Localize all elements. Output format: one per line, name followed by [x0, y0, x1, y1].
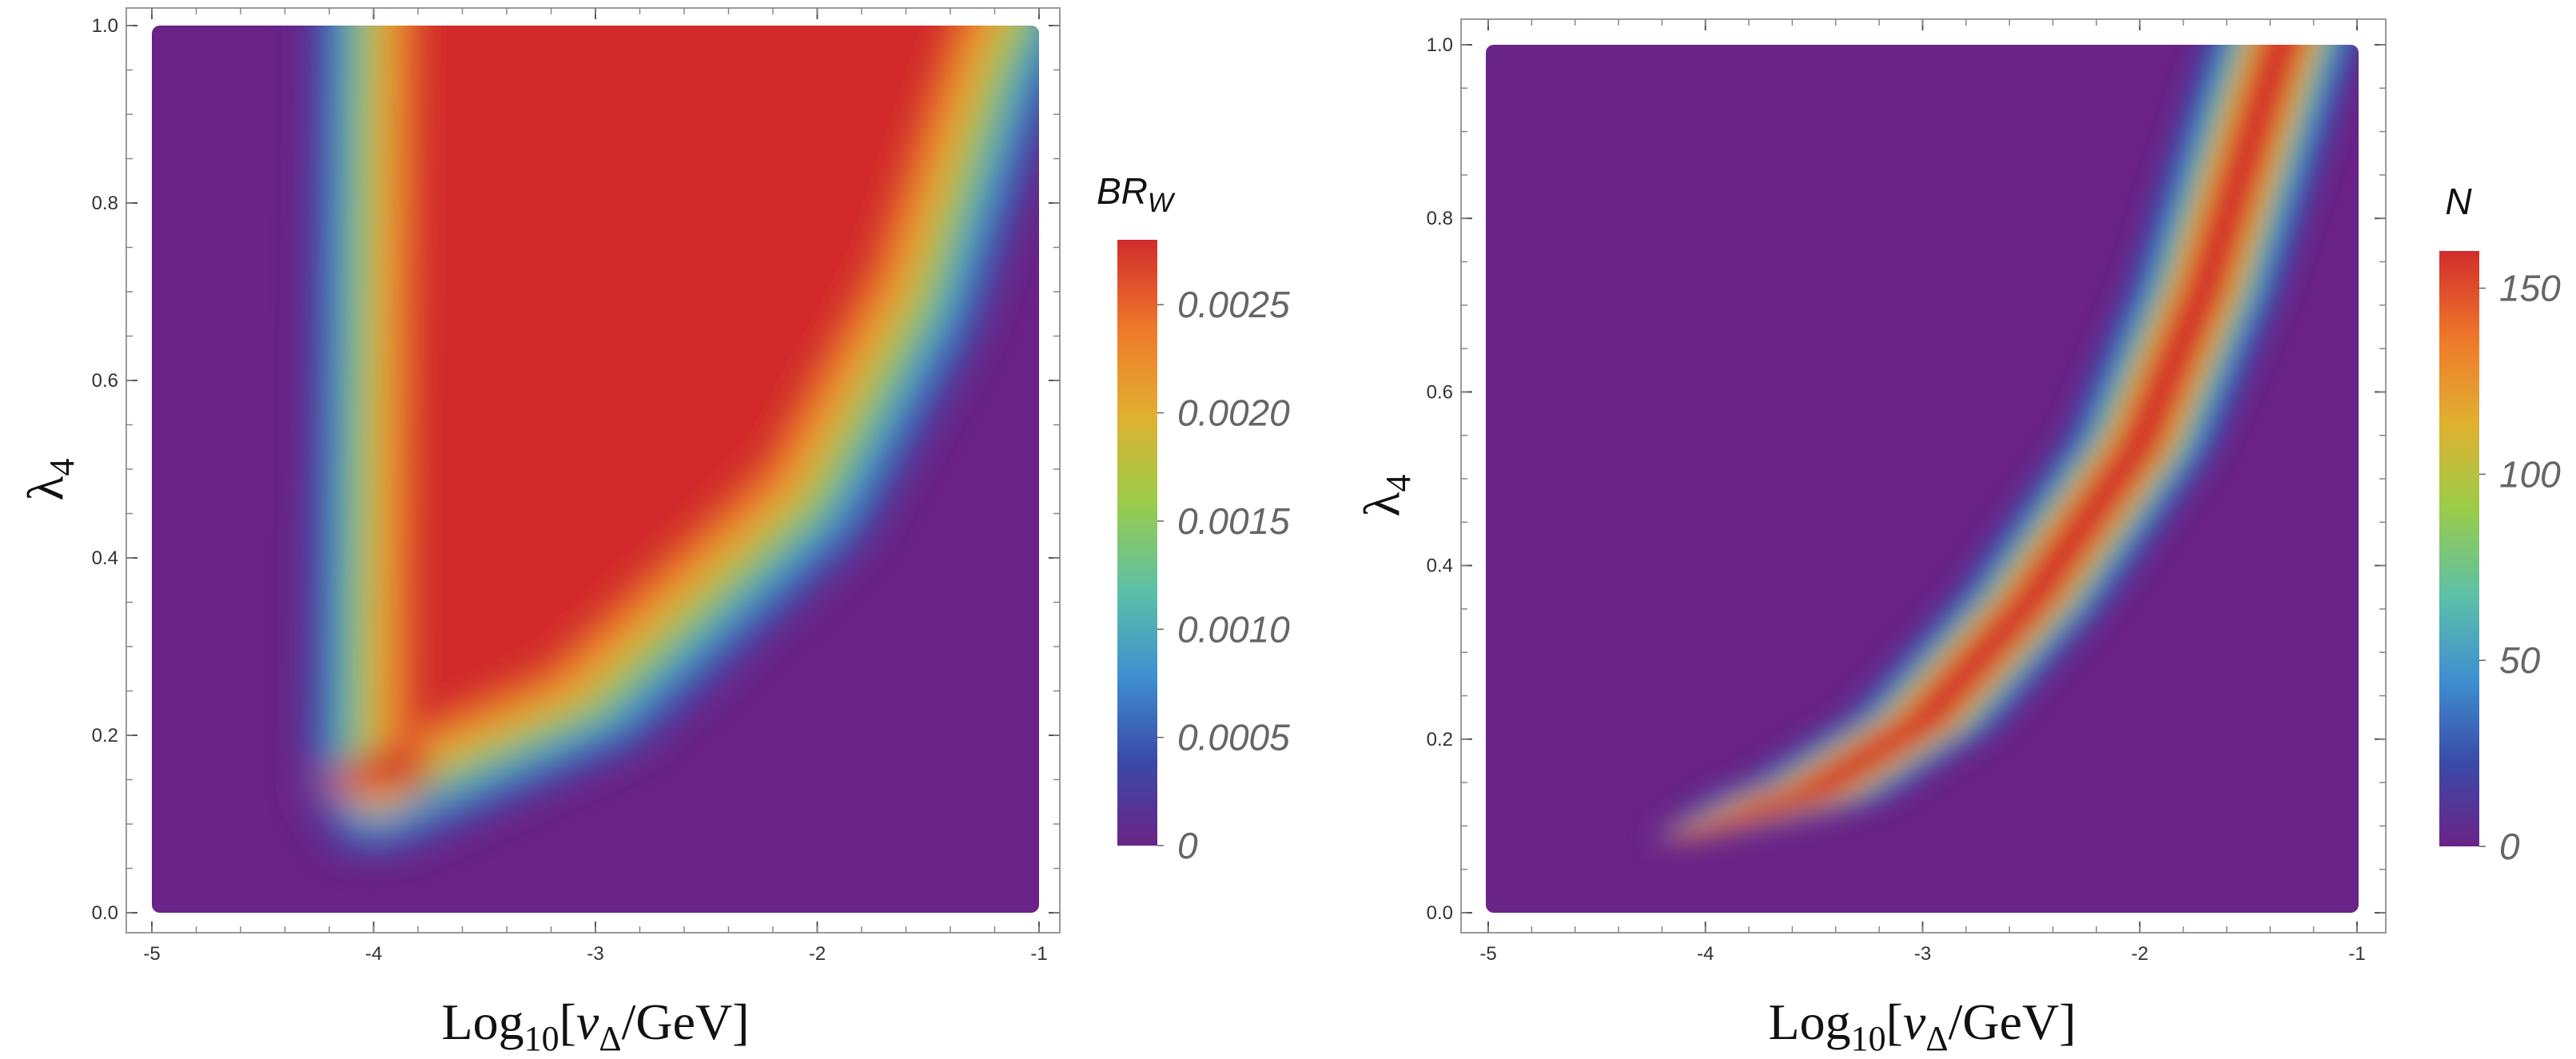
right-x-tick-label: -3: [1914, 943, 1931, 965]
left-colorbar-tick-label: 0.0010: [1177, 608, 1290, 650]
left-y-tick-label: 1.0: [92, 15, 118, 37]
right-x-axis-title: Log10[vΔ/GeV]: [1768, 993, 2076, 1058]
right-band-cyan: [1652, 45, 2359, 841]
right-y-tick-label: 0.2: [1427, 729, 1453, 750]
right-y-tick-label: 0.4: [1427, 555, 1453, 577]
left-heatmap: [152, 26, 1039, 913]
left-axis-ticks: [126, 8, 1060, 933]
left-x-tick-label: -4: [365, 943, 382, 965]
right-colorbar-title: N: [2445, 181, 2472, 222]
right-colorbar-tick-label: 150: [2499, 268, 2561, 309]
left-colorbar-tick-label: 0.0020: [1177, 392, 1290, 434]
right-colorbar: [2439, 251, 2479, 846]
left-x-tick-label: -3: [587, 943, 603, 965]
left-colorbar-tick-label: 0.0005: [1177, 717, 1290, 758]
right-y-tick-label: 0.0: [1427, 902, 1453, 924]
right-colorbar-tick-label: 100: [2499, 453, 2561, 495]
right-colorbar-tick-label: 50: [2499, 639, 2541, 681]
right-band-red: [1666, 45, 2321, 841]
left-colorbar-tick-label: 0.0025: [1177, 284, 1290, 325]
right-y-tick-label: 0.8: [1427, 208, 1453, 229]
left-x-tick-label: -5: [143, 943, 160, 965]
right-colorbar-ticks: 0 50 100 150: [2479, 268, 2561, 867]
left-colorbar-tick-label: 0.0015: [1177, 500, 1290, 542]
right-x-tick-label: -4: [1697, 943, 1714, 965]
right-axis-ticks: [1461, 19, 2386, 933]
left-colorbar-title: BRW: [1097, 170, 1176, 218]
left-x-axis-title: Log10[vΔ/GeV]: [441, 993, 749, 1058]
right-colorbar-tick-label: 0: [2499, 826, 2520, 867]
left-y-tick-label: 0.4: [92, 547, 118, 569]
right-x-tick-label: -5: [1479, 943, 1496, 965]
left-tick-labels: -5 -4 -3 -2 -1 0.0 0.2 0.4 0.6 0.8 1.0: [92, 15, 1048, 965]
right-tick-labels: -5 -4 -3 -2 -1 0.0 0.2 0.4 0.6 0.8 1.0: [1427, 34, 2366, 965]
left-y-tick-label: 0.6: [92, 370, 118, 392]
left-x-tick-label: -2: [809, 943, 826, 965]
right-panel: -5 -4 -3 -2 -1 0.0 0.2 0.4 0.6 0.8 1.0 Log10[vΔ/Ge…: [1353, 18, 2561, 1058]
left-x-tick-label: -1: [1030, 943, 1047, 965]
left-colorbar-ticks: 0 0.0005 0.0010 0.0015 0.0020 0.0025: [1157, 284, 1290, 866]
left-colorbar-tick-label: 0: [1177, 825, 1198, 866]
right-y-tick-label: 0.6: [1427, 381, 1453, 403]
left-y-tick-label: 0.0: [92, 902, 118, 924]
left-region-red: [302, 26, 1039, 784]
left-y-axis-title: λ4: [17, 458, 82, 500]
right-y-tick-label: 1.0: [1427, 34, 1453, 56]
left-y-tick-label: 0.8: [92, 193, 118, 214]
left-y-tick-label: 0.2: [92, 725, 118, 746]
left-panel: -5 -4 -3 -2 -1 0.0 0.2 0.4 0.6 0.8 1.0 Log10[vΔ/Ge…: [17, 7, 1290, 1058]
right-x-tick-label: -1: [2348, 943, 2365, 965]
right-heatmap: [1486, 45, 2359, 913]
left-colorbar: [1117, 240, 1157, 846]
right-y-axis-title: λ4: [1353, 474, 1418, 516]
right-x-tick-label: -2: [2132, 943, 2148, 965]
